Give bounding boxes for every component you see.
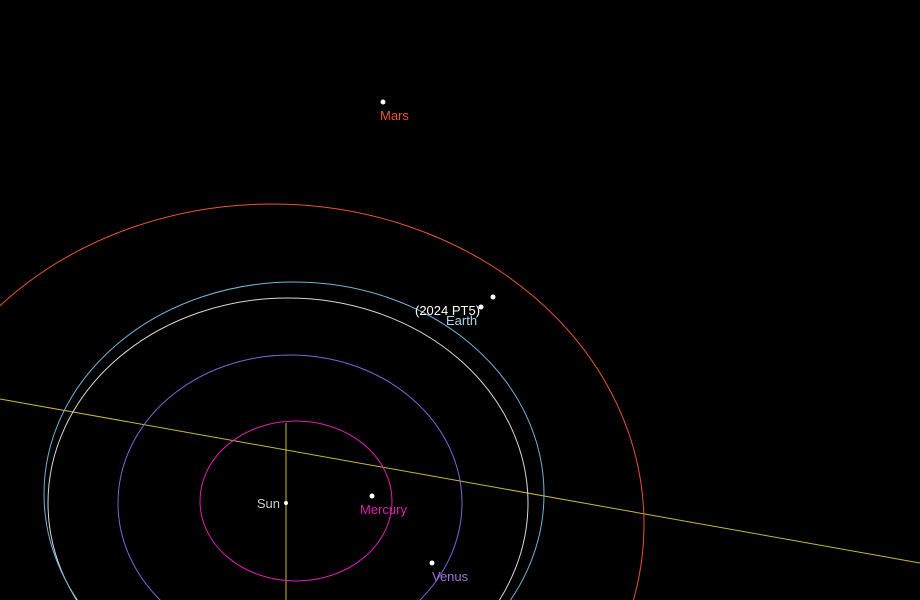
- orbit-diagram: MercuryVenusEarth(2024 PT5)MarsSun: [0, 0, 920, 600]
- label-sun: Sun: [257, 496, 280, 511]
- body-sun: [284, 501, 288, 505]
- body-mercury: [370, 494, 375, 499]
- body-mars: [381, 100, 386, 105]
- body-pt5: [491, 295, 496, 300]
- label-pt5: (2024 PT5): [415, 303, 480, 318]
- body-venus: [430, 561, 435, 566]
- label-venus: Venus: [432, 569, 469, 584]
- label-mars: Mars: [380, 108, 409, 123]
- label-mercury: Mercury: [360, 502, 407, 517]
